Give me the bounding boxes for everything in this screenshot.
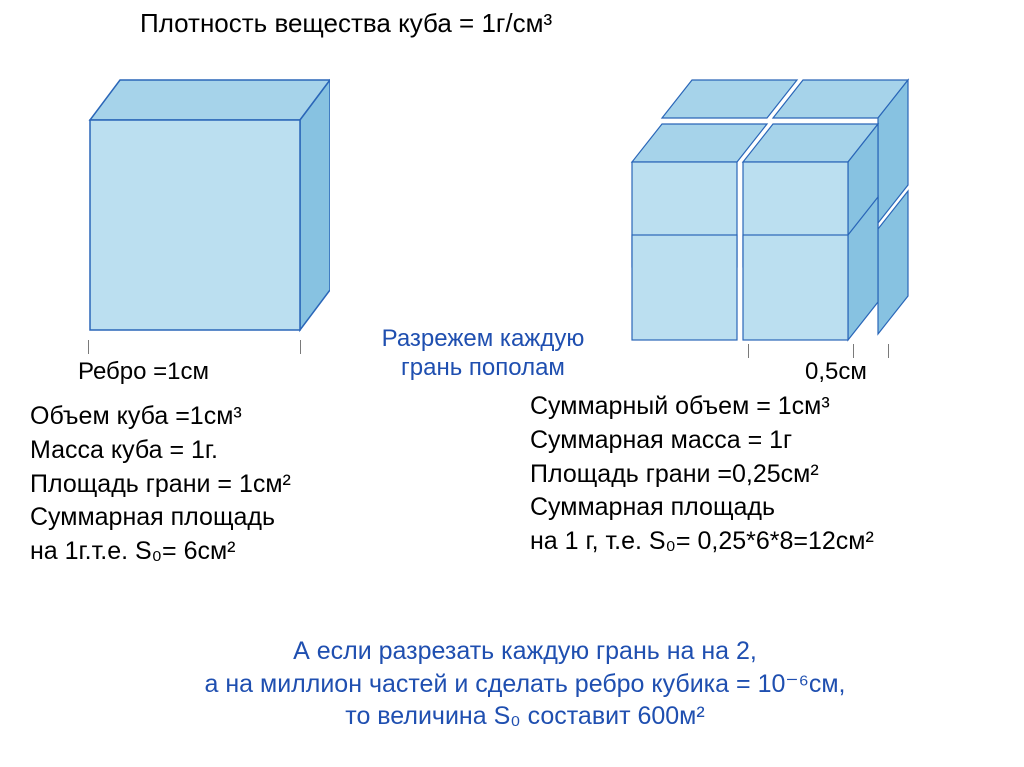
left-l3: Площадь грани = 1см²	[30, 468, 291, 502]
right-properties: Суммарный объем = 1см³ Суммарная масса =…	[530, 390, 874, 559]
left-edge-text: Ребро =1см	[78, 358, 209, 385]
left-tick-row	[88, 340, 302, 354]
big-cube-svg	[60, 50, 330, 360]
right-edge-text: 0,5см	[805, 358, 867, 385]
big-cube	[60, 50, 330, 350]
title-text: Плотность вещества куба = 1г/см³	[140, 8, 552, 38]
left-l4: Суммарная площадь	[30, 501, 291, 535]
bottom-l1: А если разрезать каждую грань на на 2,	[90, 635, 960, 668]
right-l3: Площадь грани =0,25см²	[530, 458, 874, 492]
bottom-l3: то величина S₀ составит 600м²	[90, 700, 960, 733]
left-l1: Объем куба =1см³	[30, 400, 291, 434]
right-tick-row	[748, 344, 858, 358]
mid-line1: Разрежем каждую	[335, 325, 631, 354]
bottom-l2: а на миллион частей и сделать ребро куби…	[90, 668, 960, 701]
conclusion: А если разрезать каждую грань на на 2, а…	[90, 635, 960, 733]
divided-cube-svg	[630, 50, 950, 360]
right-l5: на 1 г, т.е. S₀= 0,25*6*8=12см²	[530, 525, 874, 559]
divided-cube	[630, 50, 940, 350]
right-l2: Суммарная масса = 1г	[530, 424, 874, 458]
right-edge-label: 0,5см	[805, 358, 867, 386]
left-properties: Объем куба =1см³ Масса куба = 1г. Площад…	[30, 400, 291, 569]
right-l1: Суммарный объем = 1см³	[530, 390, 874, 424]
mid-line2: грань пополам	[335, 354, 631, 383]
left-l5: на 1г.т.е. S₀= 6см²	[30, 535, 291, 569]
left-edge-label: Ребро =1см	[78, 358, 209, 386]
right-l4: Суммарная площадь	[530, 491, 874, 525]
page-title: Плотность вещества куба = 1г/см³	[140, 8, 552, 39]
mid-caption: Разрежем каждую грань пополам	[335, 325, 631, 383]
left-l2: Масса куба = 1г.	[30, 434, 291, 468]
